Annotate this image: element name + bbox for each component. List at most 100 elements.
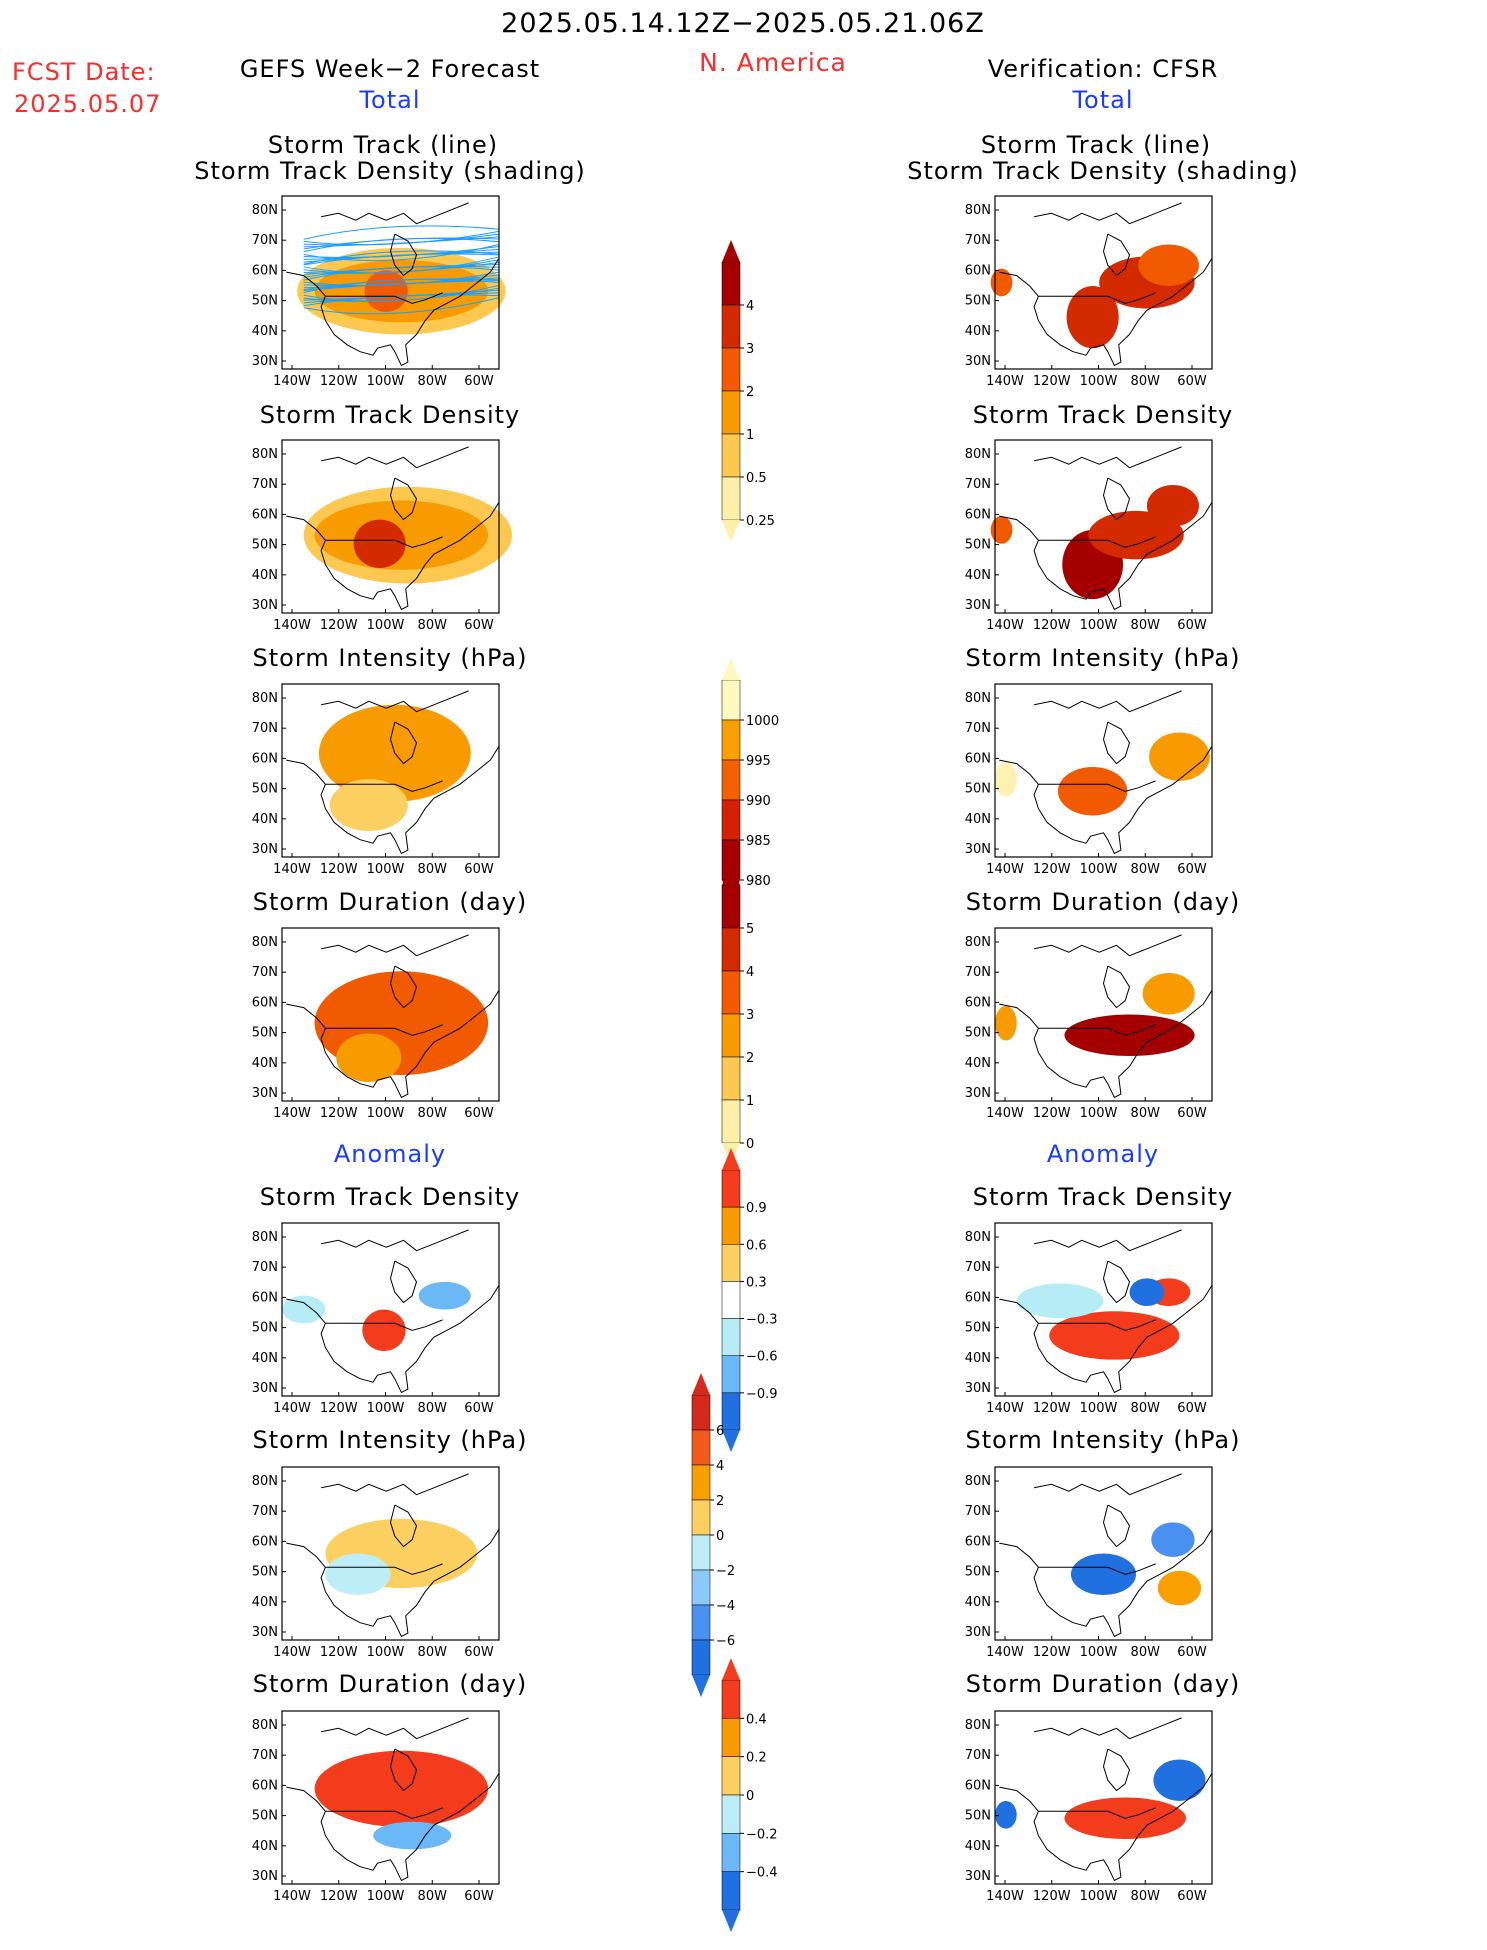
- lon-tick-label: 100W: [1080, 1889, 1118, 1904]
- left-panel2-title: Storm Track Density: [259, 401, 521, 429]
- hudson-bay: [1102, 965, 1131, 1009]
- right-panel3-title: Storm Intensity (hPa): [965, 644, 1241, 672]
- storm-track-line: [303, 230, 500, 246]
- lat-tick-label: 30N: [252, 1381, 278, 1396]
- colorbar-label: 0.5: [746, 471, 767, 486]
- us-canada-border: [1038, 1319, 1156, 1331]
- us-canada-border: [1038, 1807, 1156, 1819]
- colorbar-segment: [721, 970, 741, 1015]
- lon-tick-label: 120W: [1033, 1645, 1071, 1660]
- arctic-coast: [321, 1717, 469, 1740]
- lat-tick-label: 40N: [965, 1839, 991, 1854]
- lon-tick-label: 120W: [1033, 618, 1071, 633]
- lon-tick-label: 100W: [367, 374, 405, 389]
- lat-tick-label: 30N: [965, 598, 991, 613]
- map-panel-R3: 80N 70N 60N 50N 40N 30N 140W 120W 100W 80W 60W: [965, 927, 1213, 1121]
- hudson-bay: [1102, 1504, 1131, 1548]
- lat-tick-label: 40N: [252, 568, 278, 583]
- right-column-title: Verification: CFSR: [987, 55, 1219, 83]
- us-canada-border: [325, 292, 443, 304]
- lon-tick-label: 60W: [1177, 1645, 1207, 1660]
- coastline: [999, 990, 1213, 1099]
- colorbar-label: −6: [716, 1634, 735, 1649]
- right-panel6-title: Storm Intensity (hPa): [965, 1426, 1241, 1454]
- colorbar-duration: 5 4 3 2 1 0: [721, 863, 754, 1165]
- lon-tick-label: 140W: [986, 1889, 1024, 1904]
- lat-tick-label: 70N: [252, 721, 278, 736]
- lat-tick-label: 30N: [252, 1625, 278, 1640]
- lat-tick-label: 80N: [252, 1230, 278, 1245]
- map-frame: [281, 195, 500, 370]
- storm-track-line: [303, 278, 500, 291]
- colorbar-segment: [721, 433, 741, 478]
- shading-blob: [1146, 484, 1199, 527]
- fcst-date: 2025.05.07: [14, 90, 162, 118]
- map-panel-L2: 80N 70N 60N 50N 40N 30N 140W 120W 100W 80W 60W: [252, 683, 500, 877]
- shading-blob: [995, 761, 1017, 797]
- lat-tick-label: 50N: [965, 1321, 991, 1336]
- colorbar-label: 985: [746, 834, 771, 849]
- lon-tick-label: 80W: [418, 1645, 448, 1660]
- lon-tick-label: 140W: [273, 618, 311, 633]
- colorbar-label: 0.25: [746, 514, 775, 529]
- map-panel-R5: 80N 70N 60N 50N 40N 30N 140W 120W 100W 80W 60W: [965, 1466, 1213, 1660]
- lat-tick-label: 80N: [965, 203, 991, 218]
- lon-tick-label: 60W: [464, 1401, 494, 1416]
- lon-tick-label: 140W: [273, 374, 311, 389]
- lat-tick-label: 30N: [252, 1086, 278, 1101]
- colorbar-label: 2: [716, 1494, 724, 1509]
- us-canada-border: [1038, 1563, 1156, 1575]
- lat-tick-label: 60N: [965, 1778, 991, 1793]
- shading-blob: [325, 1553, 391, 1596]
- colorbar-segment: [721, 1679, 741, 1719]
- right-panel7-title: Storm Duration (day): [965, 1670, 1241, 1698]
- lon-tick-label: 120W: [320, 374, 358, 389]
- lon-tick-label: 140W: [986, 862, 1024, 877]
- lon-tick-label: 80W: [1131, 1645, 1161, 1660]
- lon-tick-label: 120W: [1033, 862, 1071, 877]
- lat-tick-label: 80N: [252, 1474, 278, 1489]
- hudson-bay: [389, 477, 418, 521]
- colorbar-label: 1: [746, 428, 754, 443]
- hudson-bay: [1102, 721, 1131, 765]
- shading-blob: [995, 1800, 1017, 1829]
- lat-tick-label: 80N: [965, 447, 991, 462]
- lat-tick-label: 80N: [252, 447, 278, 462]
- storm-track-line: [303, 297, 500, 315]
- shading-blob: [364, 270, 408, 312]
- coastline: [286, 1773, 500, 1882]
- lon-tick-label: 80W: [1131, 618, 1161, 633]
- arctic-coast: [321, 1229, 469, 1252]
- arctic-coast: [1034, 934, 1182, 957]
- colorbar-label: 0: [746, 1137, 754, 1152]
- colorbar-segment: [691, 1429, 711, 1466]
- colorbar-label: −0.4: [746, 1866, 778, 1881]
- colorbar-label: 4: [746, 965, 754, 980]
- lat-tick-label: 60N: [252, 1778, 278, 1793]
- colorbar-segment: [721, 1756, 741, 1796]
- lat-tick-label: 40N: [965, 1595, 991, 1610]
- colorbar-duration_anom: 0.4 0.2 0 −0.2 −0.4: [721, 1658, 778, 1932]
- lon-tick-label: 140W: [273, 1889, 311, 1904]
- left-anomaly-label: Anomaly: [333, 1140, 447, 1168]
- map-panel-L6: 80N 70N 60N 50N 40N 30N 140W 120W 100W 80W 60W: [252, 1710, 500, 1904]
- map-panel-L0: 80N 70N 60N 50N 40N 30N 140W 120W 100W 80W 60W: [252, 195, 506, 389]
- left-panel4-title: Storm Duration (day): [252, 888, 528, 916]
- lat-tick-label: 30N: [252, 354, 278, 369]
- colorbar-label: 2: [746, 385, 754, 400]
- colorbar-arrow-bottom: [722, 1430, 740, 1452]
- shading-blob: [990, 516, 1013, 544]
- colorbar-arrow-top: [722, 658, 740, 680]
- lat-tick-label: 50N: [965, 1026, 991, 1041]
- lon-tick-label: 80W: [1131, 374, 1161, 389]
- colorbar-arrow-bottom: [722, 1910, 740, 1932]
- lat-tick-label: 40N: [965, 1351, 991, 1366]
- colorbar-segment: [721, 799, 741, 841]
- lat-tick-label: 60N: [252, 263, 278, 278]
- colorbar-label: 0.6: [746, 1238, 767, 1253]
- colorbar-segment: [721, 304, 741, 349]
- map-frame: [994, 439, 1213, 614]
- storm-track-line: [303, 271, 500, 286]
- map-frame: [994, 927, 1213, 1102]
- shading-blob: [995, 1005, 1017, 1041]
